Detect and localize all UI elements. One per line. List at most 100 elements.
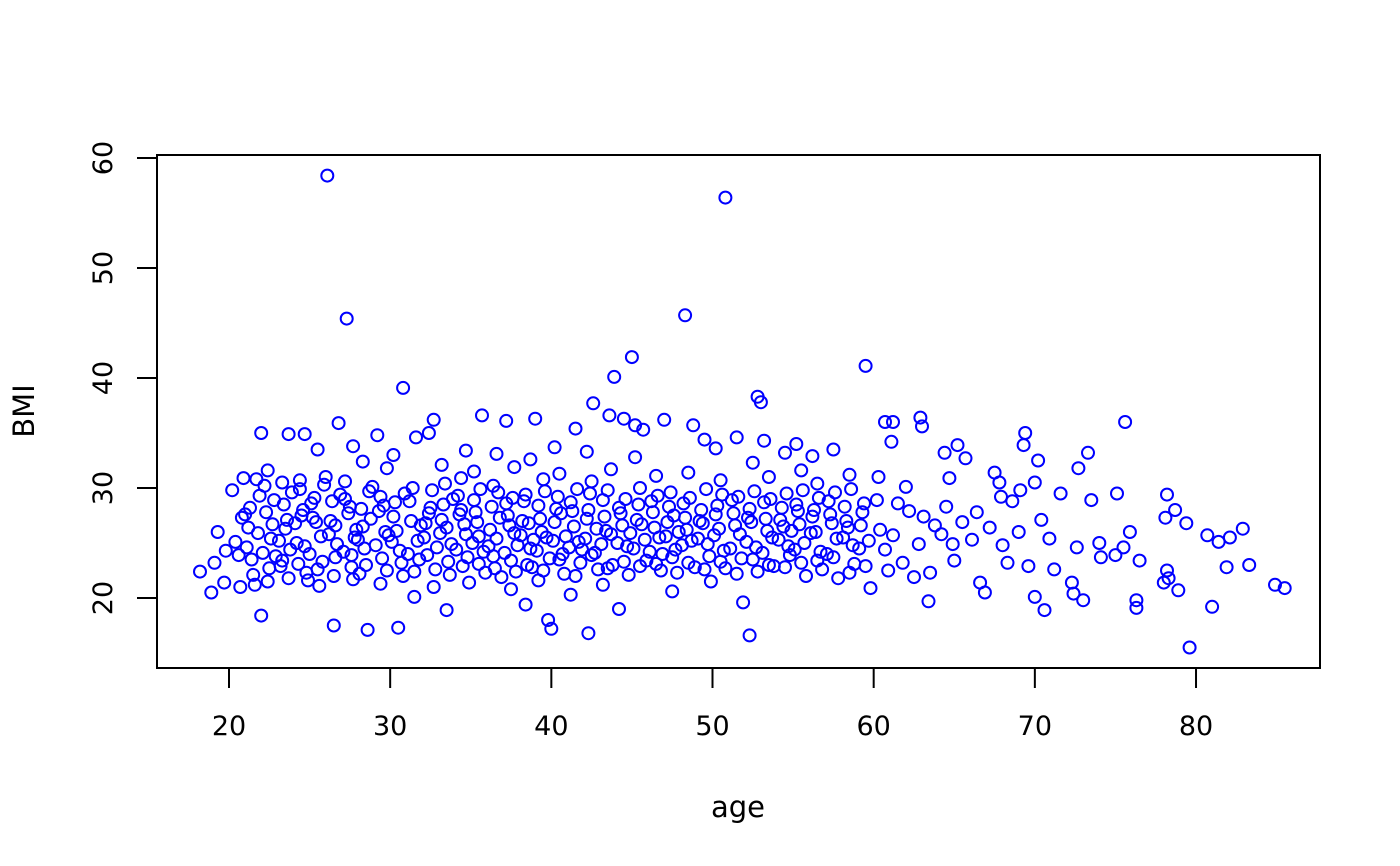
data-point [958,451,973,466]
data-point [1071,461,1086,476]
data-point [655,547,670,561]
data-point [844,482,859,497]
data-point [937,445,952,460]
data-point [412,552,427,567]
data-point [454,471,469,486]
data-point [529,543,544,558]
data-point [977,585,992,600]
data-point [307,490,322,505]
data-point [228,534,243,549]
data-point [273,559,288,574]
data-point [982,520,997,535]
data-point [1031,453,1046,468]
data-point [757,433,772,448]
data-point [471,556,486,571]
data-point [473,482,488,497]
data-point [396,380,411,395]
data-point [649,468,664,483]
data-point [246,567,261,582]
data-point [537,484,552,499]
data-point [1027,475,1042,490]
data-point [634,517,649,532]
data-point [400,547,415,561]
data-point [449,542,464,557]
data-point [471,529,486,544]
y-tick-label: 50 [88,251,119,285]
data-point [458,443,473,458]
data-point [871,470,886,484]
data-point [218,543,233,558]
data-point [913,410,928,425]
data-point [375,551,390,566]
data-point [663,485,678,500]
data-point [491,485,506,500]
data-point [470,515,485,530]
data-point [462,575,477,590]
data-point [523,541,538,556]
data-point [787,542,802,557]
data-point [1129,600,1144,615]
data-point [789,437,804,451]
data-point [947,553,962,568]
data-point [794,463,809,478]
data-point [942,471,957,486]
data-point [507,460,522,475]
data-point [618,492,633,506]
data-point [881,563,896,578]
data-point [210,525,225,539]
data-point [1021,559,1036,574]
data-point [355,519,370,534]
data-point [699,482,714,497]
data-point [359,558,373,572]
data-point [594,537,609,552]
data-point [815,562,830,577]
data-point [468,505,483,520]
data-point [650,488,665,503]
data-point [425,483,440,498]
data-point [542,551,557,566]
data-point [729,566,744,581]
data-point [637,532,652,547]
data-point [840,520,855,535]
data-point [499,413,514,428]
data-point [579,511,594,526]
data-point [797,536,812,550]
data-point [934,527,949,542]
data-point [750,564,765,579]
data-point [671,525,686,539]
data-point [386,509,401,524]
data-point [776,519,791,534]
data-point [965,532,979,547]
data-point [604,462,618,477]
data-point [207,555,222,570]
data-point [1182,640,1197,655]
data-point [426,580,441,594]
data-point [684,533,699,548]
data-point [243,500,257,515]
data-point [370,428,385,443]
data-point [563,495,578,510]
data-point [824,516,839,531]
data-point [610,536,625,550]
data-point [837,499,852,514]
data-point [1122,525,1137,539]
data-point [839,514,854,528]
data-point [789,497,804,512]
data-point [1200,528,1215,543]
data-point [828,485,842,500]
data-point [950,438,965,453]
data-point [355,454,370,469]
data-point [301,573,315,588]
data-point [429,540,444,555]
data-point [623,526,638,541]
data-point [421,506,436,521]
data-point [708,507,723,522]
data-point [193,564,207,579]
data-point [586,396,601,411]
data-point [1084,493,1099,508]
data-point [765,530,780,545]
data-point [915,419,929,434]
data-point [729,430,744,445]
data-point [442,567,457,582]
data-point [823,507,838,522]
